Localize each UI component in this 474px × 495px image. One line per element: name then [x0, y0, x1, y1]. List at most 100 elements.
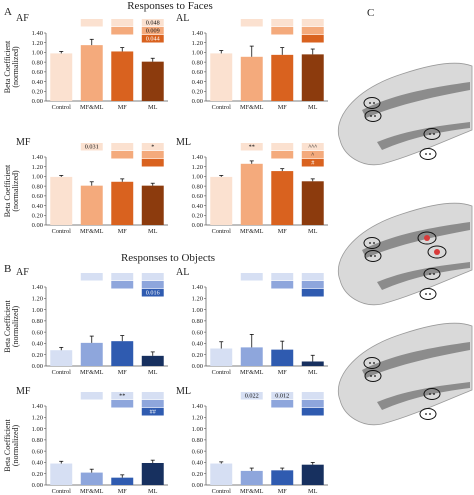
chart-faces-af: AF 0.00 0.20 0.40 0.60 0.80 1.00 1.20 1.40 Beta C…: [3, 13, 168, 111]
significance-badge: [141, 289, 164, 297]
y-tick-label: 1.00: [192, 307, 203, 314]
bar-ml: [141, 462, 164, 485]
y-tick-label: 1.20: [32, 295, 43, 302]
chart-objects-af: AF 0.00 0.20 0.40 0.60 0.80 1.00 1.20 1.40 Beta C…: [3, 267, 168, 376]
brain-surface-2: [338, 202, 473, 306]
bar-mf-ml: [80, 45, 103, 101]
significance-badge: [240, 273, 263, 281]
y-tick-label: 0.80: [192, 437, 203, 444]
y-axis-label: Beta Coefficient: [3, 418, 12, 471]
significance-badge: [111, 151, 134, 159]
y-tick-label: 0.60: [192, 193, 203, 200]
significance-badge: [301, 400, 324, 408]
significance-badge: [301, 27, 324, 35]
bar-control: [210, 176, 233, 225]
brain-outline: [338, 322, 473, 426]
bar-ml: [141, 61, 164, 101]
y-tick-label: 1.00: [32, 307, 43, 314]
significance-badge: [301, 392, 324, 400]
sulcus-shape: [377, 122, 470, 150]
roi-dot: [370, 115, 372, 117]
x-tick-label: MF: [278, 488, 288, 495]
significance-badge: [301, 35, 324, 43]
significance-label: *: [151, 144, 154, 151]
roi-outline: [427, 245, 447, 259]
roi-dot: [373, 102, 375, 104]
significance-label: 0.012: [275, 393, 289, 400]
chart-title: AF: [16, 267, 29, 278]
y-tick-label: 0.40: [192, 79, 203, 86]
panel-label-a: A: [4, 6, 12, 18]
x-tick-label: Control: [52, 369, 71, 376]
panel-label-b: B: [4, 263, 11, 275]
x-tick-label: ML: [148, 104, 158, 111]
significance-badge: [141, 151, 164, 159]
significance-badge: [301, 281, 324, 289]
y-tick-label: 1.40: [192, 284, 203, 291]
y-tick-label: 0.20: [192, 352, 203, 359]
significance-badge: [271, 27, 294, 35]
chart-title: ML: [176, 386, 191, 397]
roi-dot: [433, 393, 435, 395]
bar-mf-ml: [240, 56, 263, 101]
y-tick-label: 0.40: [192, 203, 203, 210]
y-tick-label: 1.20: [32, 414, 43, 421]
chart-title: AL: [176, 13, 189, 24]
chart-faces-ml: ML 0.00 0.20 0.40 0.60 0.80 1.00 1.20 1.40 Contro…: [176, 137, 328, 235]
x-tick-label: MF: [278, 369, 288, 376]
significance-label: **: [249, 144, 255, 151]
roi-outline: [423, 388, 441, 400]
significance-badge: [141, 392, 164, 400]
significance-badge: [111, 273, 134, 281]
significance-badge: [80, 143, 103, 151]
significance-badge: [111, 19, 134, 27]
sulcus-shape: [377, 262, 470, 290]
y-axis-label: (normalized): [11, 425, 20, 467]
y-tick-label: 0.20: [32, 88, 43, 95]
bar-mf: [111, 341, 134, 366]
y-tick-label: 1.20: [32, 164, 43, 171]
chart-objects-mf: MF 0.00 0.20 0.40 0.60 0.80 1.00 1.20 1.40 Beta C…: [3, 386, 168, 495]
significance-label: 0.022: [245, 393, 259, 400]
significance-badge: [111, 392, 134, 400]
roi-outline: [363, 357, 381, 369]
y-tick-label: 0.00: [32, 363, 43, 370]
significance-label: ^: [311, 152, 314, 159]
significance-label: #: [311, 160, 314, 167]
y-tick-label: 0.80: [192, 183, 203, 190]
y-tick-label: 1.20: [192, 414, 203, 421]
chart-objects-ml: ML 0.00 0.20 0.40 0.60 0.80 1.00 1.20 1.40 Contro…: [176, 386, 328, 495]
significance-badge: [141, 408, 164, 416]
roi-dot: [429, 293, 431, 295]
roi-outline: [364, 110, 382, 122]
roi-dot: [433, 133, 435, 135]
y-tick-label: 1.40: [32, 154, 43, 161]
y-tick-label: 0.60: [32, 448, 43, 455]
bar-mf: [271, 349, 294, 366]
y-tick-label: 1.00: [32, 174, 43, 181]
x-tick-label: MF: [118, 369, 128, 376]
brain-outline: [338, 202, 473, 306]
y-tick-label: 0.80: [192, 59, 203, 66]
y-tick-label: 1.00: [32, 426, 43, 433]
y-tick-label: 0.60: [192, 329, 203, 336]
x-tick-label: ML: [308, 488, 318, 495]
y-tick-label: 0.40: [32, 341, 43, 348]
section-title-objects: Responses to Objects: [121, 252, 215, 264]
bar-ml: [141, 355, 164, 366]
chart-title: ML: [176, 137, 191, 148]
bar-mf: [271, 470, 294, 485]
y-tick-label: 0.80: [32, 437, 43, 444]
chart-faces-al: AL 0.00 0.20 0.40 0.60 0.80 1.00 1.20 1.40 Contro…: [176, 13, 328, 111]
y-tick-label: 1.40: [32, 284, 43, 291]
significance-badge: [240, 143, 263, 151]
x-tick-label: ML: [308, 104, 318, 111]
bar-control: [50, 463, 73, 485]
roi-outline: [419, 288, 437, 300]
significance-badge: [240, 392, 263, 400]
bar-mf: [111, 51, 134, 101]
significance-badge: [141, 27, 164, 35]
significance-badge: [111, 400, 134, 408]
roi-dot: [374, 255, 376, 257]
x-tick-label: Control: [212, 369, 231, 376]
